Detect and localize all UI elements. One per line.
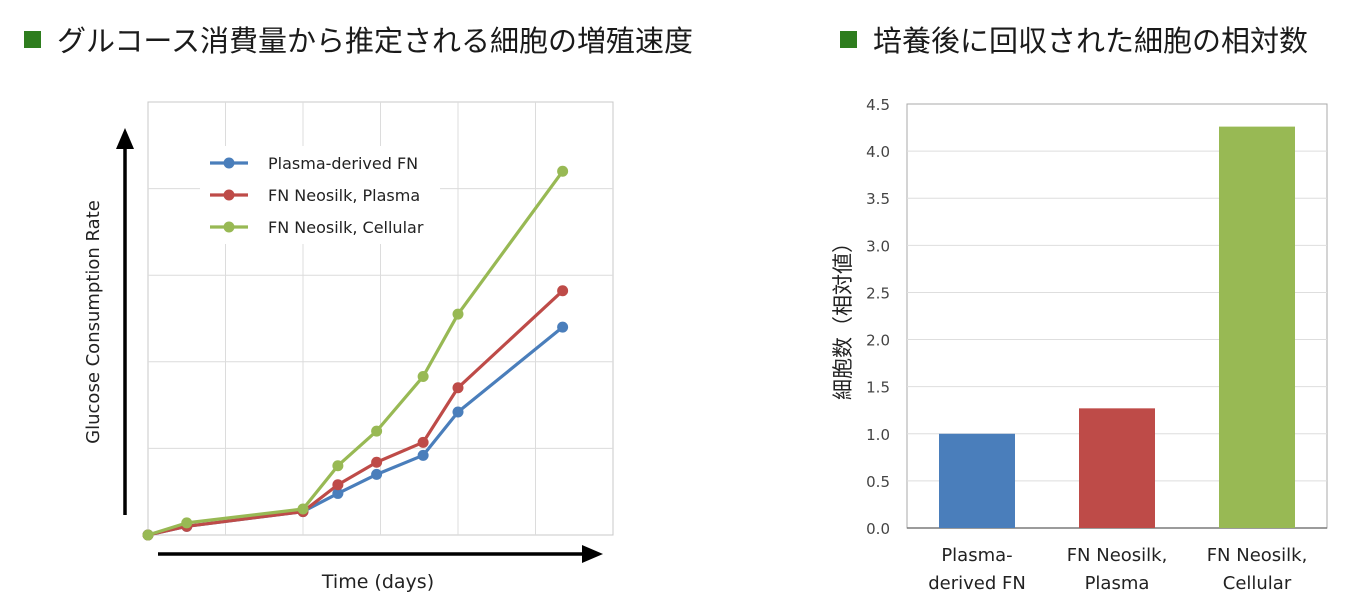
heading-bullet-icon	[840, 30, 857, 48]
data-point	[297, 503, 309, 515]
data-point	[557, 165, 569, 177]
data-point	[371, 468, 383, 480]
left-heading-text: グルコース消費量から推定される細胞の増殖速度	[57, 24, 693, 58]
legend-swatch-marker	[223, 221, 235, 233]
legend-swatch-marker	[223, 157, 235, 169]
bar	[1079, 408, 1155, 528]
data-point	[332, 479, 344, 491]
y-tick-label: 1.5	[866, 379, 890, 397]
legend-label: FN Neosilk, Cellular	[268, 218, 424, 237]
x-tick-label: FN Neosilk,	[1067, 545, 1168, 566]
heading-bullet-icon	[24, 30, 41, 48]
data-point	[371, 456, 383, 468]
series-line-2	[146, 289, 565, 537]
y-axis-label: Glucose Consumption Rate	[83, 200, 104, 444]
data-point	[417, 449, 429, 461]
legend: Plasma-derived FN FN Neosilk, Plasma FN Ne…	[200, 146, 440, 244]
legend-swatch-marker	[223, 189, 235, 201]
data-point	[181, 517, 193, 529]
x-tick-label: Plasma-	[941, 545, 1012, 566]
y-tick-label: 4.5	[866, 96, 890, 114]
bar	[939, 433, 1015, 528]
x-tick-label: FN Neosilk,	[1207, 545, 1308, 566]
x-tick-label: Plasma	[1085, 573, 1150, 594]
x-axis-arrow-head	[582, 545, 603, 563]
y-tick-label: 0.5	[866, 473, 890, 491]
data-point	[371, 425, 383, 437]
y-axis-label: 細胞数（相対値）	[831, 232, 855, 400]
data-point	[557, 321, 569, 333]
y-tick-label: 3.0	[866, 237, 890, 255]
data-point	[557, 285, 569, 297]
line-chart: Time (days) Glucose Consumption Rate Plasm…	[83, 101, 614, 593]
x-tick-label: derived FN	[928, 573, 1026, 594]
data-point	[452, 308, 464, 320]
data-point	[332, 487, 344, 499]
y-tick-label: 0.0	[866, 520, 890, 538]
x-axis-label: Time (days)	[321, 571, 434, 593]
y-tick-label: 2.5	[866, 284, 890, 302]
left-chart-heading: グルコース消費量から推定される細胞の増殖速度	[24, 18, 693, 60]
y-tick-label: 3.5	[866, 190, 890, 208]
y-tick-label: 2.0	[866, 332, 890, 350]
legend-label: FN Neosilk, Plasma	[268, 186, 420, 205]
x-tick-label: Cellular	[1223, 573, 1292, 594]
y-tick-label: 4.0	[866, 143, 890, 161]
data-point	[452, 406, 464, 418]
plot-area	[906, 103, 1328, 529]
data-point	[417, 371, 429, 383]
data-point	[417, 436, 429, 448]
series-line-3	[146, 169, 565, 537]
y-tick-label: 1.0	[866, 426, 890, 444]
data-point	[332, 460, 344, 472]
right-heading-text: 培養後に回収された細胞の相対数	[873, 24, 1309, 58]
bar	[1219, 126, 1295, 528]
legend-label: Plasma-derived FN	[268, 154, 418, 173]
y-axis-arrow-head	[116, 128, 134, 149]
data-point	[452, 382, 464, 394]
right-chart-heading: 培養後に回収された細胞の相対数	[840, 18, 1308, 60]
data-point	[142, 529, 154, 541]
